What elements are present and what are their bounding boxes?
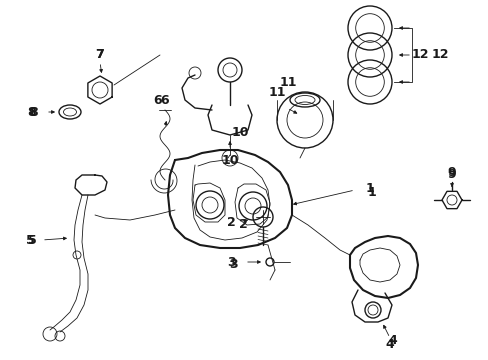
Text: 6: 6: [153, 94, 162, 107]
Text: 5: 5: [25, 234, 34, 247]
Text: 9: 9: [447, 168, 455, 181]
Text: 11: 11: [279, 76, 296, 89]
Text: 4: 4: [388, 333, 397, 346]
Text: 4: 4: [385, 338, 393, 351]
Text: 10: 10: [221, 153, 238, 166]
Text: 11: 11: [268, 85, 285, 99]
Text: 5: 5: [27, 234, 36, 247]
Text: 1: 1: [367, 185, 376, 198]
Text: 8: 8: [30, 105, 38, 118]
Text: 7: 7: [96, 49, 104, 62]
Text: 6: 6: [161, 94, 169, 107]
Text: 3: 3: [229, 257, 238, 270]
Text: 12: 12: [410, 49, 428, 62]
Text: 2: 2: [238, 217, 247, 230]
Text: 1: 1: [365, 181, 374, 194]
Text: 3: 3: [227, 256, 236, 269]
Text: 7: 7: [96, 48, 104, 60]
Text: 12: 12: [430, 49, 448, 62]
Text: 8: 8: [28, 105, 36, 118]
Text: 10: 10: [231, 126, 248, 139]
Text: 2: 2: [226, 216, 235, 229]
Text: 9: 9: [447, 166, 455, 180]
